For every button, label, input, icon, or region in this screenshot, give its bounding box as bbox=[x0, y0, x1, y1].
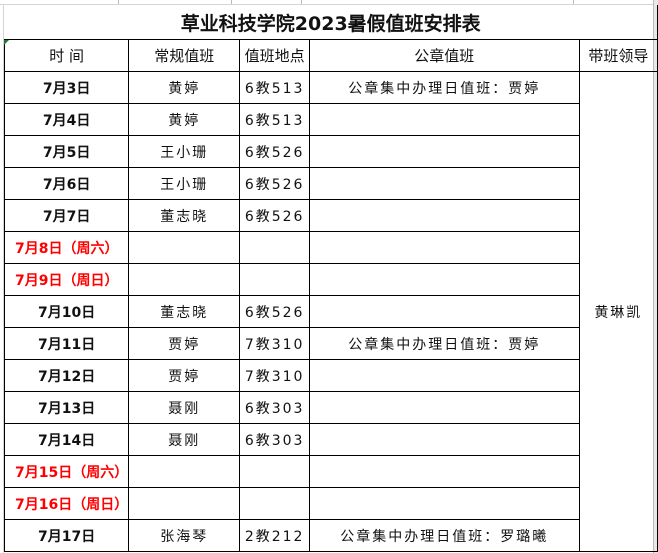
seal-duty-cell[interactable] bbox=[308, 199, 580, 232]
location-cell[interactable]: 6教303 bbox=[239, 423, 310, 456]
date-cell[interactable]: 7月9日（周日） bbox=[3, 263, 130, 296]
date-cell[interactable]: 7月17日 bbox=[3, 519, 130, 552]
row-header-edge bbox=[3, 4, 4, 553]
column-header-strip bbox=[0, 0, 658, 5]
seal-duty-cell[interactable] bbox=[308, 359, 580, 392]
table-row: 7月8日（周六） bbox=[3, 231, 658, 264]
table-row: 7月11日 贾婷 7教310 公章集中办理日值班：贾婷 bbox=[3, 327, 658, 360]
table-row: 7月6日 王小珊 6教526 bbox=[3, 167, 658, 200]
duty-cell[interactable] bbox=[128, 231, 241, 264]
date-cell[interactable]: 7月5日 bbox=[3, 135, 130, 168]
location-cell[interactable]: 6教526 bbox=[239, 295, 310, 328]
table-row: 7月9日（周日） bbox=[3, 263, 658, 296]
location-cell[interactable] bbox=[239, 231, 310, 264]
duty-cell[interactable]: 黄婷 bbox=[128, 103, 241, 136]
duty-cell[interactable]: 聂刚 bbox=[128, 423, 241, 456]
duty-cell[interactable]: 董志晓 bbox=[128, 295, 241, 328]
header-regular-duty[interactable]: 常规值班 bbox=[128, 39, 241, 72]
location-cell[interactable] bbox=[239, 487, 310, 520]
duty-cell[interactable] bbox=[128, 455, 241, 488]
duty-cell[interactable]: 张海琴 bbox=[128, 519, 241, 552]
location-cell[interactable]: 7教310 bbox=[239, 359, 310, 392]
sheet-title[interactable]: 草业科技学院2023暑假值班安排表 bbox=[4, 5, 658, 40]
table-row: 7月12日 贾婷 7教310 bbox=[3, 359, 658, 392]
seal-duty-cell[interactable] bbox=[308, 295, 580, 328]
location-cell[interactable]: 6教513 bbox=[239, 71, 310, 104]
seal-duty-cell[interactable] bbox=[308, 231, 580, 264]
seal-duty-cell[interactable] bbox=[308, 487, 580, 520]
seal-duty-cell[interactable] bbox=[308, 423, 580, 456]
table-row: 7月7日 董志晓 6教526 bbox=[3, 199, 658, 232]
seal-duty-cell[interactable]: 公章集中办理日值班：贾婷 bbox=[308, 71, 580, 104]
seal-duty-cell[interactable]: 公章集中办理日值班：罗璐曦 bbox=[308, 519, 580, 552]
table-row: 7月5日 王小珊 6教526 bbox=[3, 135, 658, 168]
date-cell[interactable]: 7月13日 bbox=[3, 391, 130, 424]
duty-cell[interactable]: 董志晓 bbox=[128, 199, 241, 232]
table-row: 7月13日 聂刚 6教303 bbox=[3, 391, 658, 424]
location-cell[interactable]: 6教303 bbox=[239, 391, 310, 424]
header-seal-duty[interactable]: 公章值班 bbox=[308, 39, 580, 72]
date-cell[interactable]: 7月8日（周六） bbox=[3, 231, 130, 264]
duty-cell[interactable]: 贾婷 bbox=[128, 359, 241, 392]
seal-duty-cell[interactable] bbox=[308, 135, 580, 168]
header-location[interactable]: 值班地点 bbox=[239, 39, 310, 72]
date-cell[interactable]: 7月3日 bbox=[3, 71, 130, 104]
location-cell[interactable] bbox=[239, 455, 310, 488]
table-row: 7月16日（周日） bbox=[3, 487, 658, 520]
seal-duty-cell[interactable]: 公章集中办理日值班：贾婷 bbox=[308, 327, 580, 360]
date-cell[interactable]: 7月10日 bbox=[3, 295, 130, 328]
seal-duty-cell[interactable] bbox=[308, 391, 580, 424]
date-cell[interactable]: 7月4日 bbox=[3, 103, 130, 136]
date-cell[interactable]: 7月6日 bbox=[3, 167, 130, 200]
table-row: 7月10日 董志晓 6教526 bbox=[3, 295, 658, 328]
date-cell[interactable]: 7月16日（周日） bbox=[3, 487, 130, 520]
schedule-table: 草业科技学院2023暑假值班安排表 时 间 常规值班 值班地点 公章值班 带班领… bbox=[3, 5, 658, 552]
table-row: 7月14日 聂刚 6教303 bbox=[3, 423, 658, 456]
location-cell[interactable]: 2教212 bbox=[239, 519, 310, 552]
seal-duty-cell[interactable] bbox=[308, 103, 580, 136]
date-cell[interactable]: 7月15日（周六） bbox=[3, 455, 130, 488]
duty-cell[interactable] bbox=[128, 263, 241, 296]
date-cell[interactable]: 7月14日 bbox=[3, 423, 130, 456]
date-cell[interactable]: 7月11日 bbox=[3, 327, 130, 360]
location-cell[interactable]: 7教310 bbox=[239, 327, 310, 360]
duty-cell[interactable] bbox=[128, 487, 241, 520]
header-time[interactable]: 时 间 bbox=[3, 39, 130, 72]
seal-duty-cell[interactable] bbox=[308, 167, 580, 200]
location-cell[interactable] bbox=[239, 263, 310, 296]
location-cell[interactable]: 6教526 bbox=[239, 167, 310, 200]
date-cell[interactable]: 7月7日 bbox=[3, 199, 130, 232]
location-cell[interactable]: 6教526 bbox=[239, 135, 310, 168]
duty-cell[interactable]: 贾婷 bbox=[128, 327, 241, 360]
duty-cell[interactable]: 黄婷 bbox=[128, 71, 241, 104]
duty-cell[interactable]: 王小珊 bbox=[128, 135, 241, 168]
table-row: 7月17日 张海琴 2教212 公章集中办理日值班：罗璐曦 bbox=[3, 519, 658, 552]
location-cell[interactable]: 6教526 bbox=[239, 199, 310, 232]
seal-duty-cell[interactable] bbox=[308, 263, 580, 296]
duty-cell[interactable]: 聂刚 bbox=[128, 391, 241, 424]
seal-duty-cell[interactable] bbox=[308, 455, 580, 488]
duty-cell[interactable]: 王小珊 bbox=[128, 167, 241, 200]
table-row: 7月3日 黄婷 6教513 公章集中办理日值班：贾婷 黄琳凯 bbox=[3, 71, 658, 552]
header-leader[interactable]: 带班领导 bbox=[578, 39, 658, 72]
table-row: 7月15日（周六） bbox=[3, 455, 658, 488]
date-cell[interactable]: 7月12日 bbox=[3, 359, 130, 392]
leader-cell[interactable]: 黄琳凯 bbox=[578, 71, 658, 552]
cell-comment-marker bbox=[4, 40, 9, 45]
location-cell[interactable]: 6教513 bbox=[239, 103, 310, 136]
table-row: 7月4日 黄婷 6教513 bbox=[3, 103, 658, 136]
